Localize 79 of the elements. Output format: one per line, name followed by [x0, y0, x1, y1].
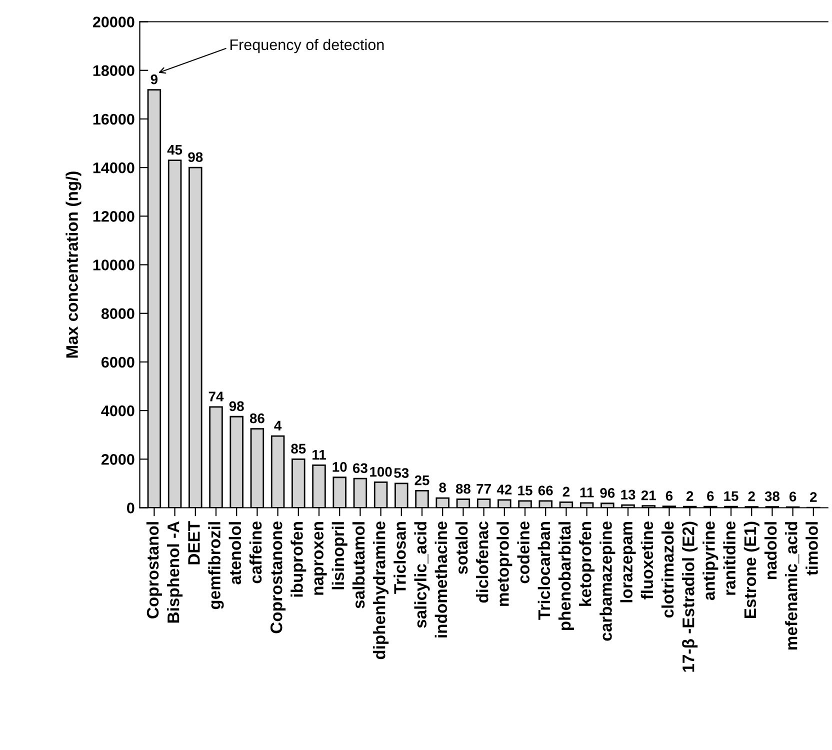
x-tick-label: salicylic_acid: [414, 522, 430, 628]
annotation: 98: [229, 401, 244, 412]
y-tick-label: 16000: [93, 114, 134, 125]
x-tick-label: sotalol: [455, 522, 468, 574]
x-tick-label: nadolol: [764, 522, 777, 580]
x-tick-label: codeine: [517, 522, 530, 584]
annotation: 6: [707, 491, 714, 502]
annotation: 13: [621, 490, 636, 500]
y-tick-label: 4000: [101, 405, 134, 416]
x-tick-label: Triclosan: [394, 522, 406, 594]
annotation: 11: [312, 450, 326, 460]
y-tick-label: 12000: [93, 211, 134, 222]
annotation: 4: [274, 420, 282, 430]
x-tick-label: metoprolol: [496, 522, 512, 606]
annotation: 21: [641, 490, 656, 500]
annotation: 2: [810, 492, 817, 502]
y-tick-label: 14000: [93, 162, 134, 174]
x-tick-label: caffeine: [249, 522, 262, 584]
y-tick-label: 18000: [93, 65, 134, 76]
annotation: 8: [439, 482, 446, 493]
annotation: 86: [250, 413, 264, 424]
annotation: 53: [394, 468, 409, 478]
y-tick-label: 10000: [93, 260, 134, 270]
y-tick-label: 20000: [92, 16, 134, 28]
x-tick-label: ketoprofen: [579, 522, 595, 606]
y-tick-label: 2000: [101, 454, 134, 465]
x-tick-label: fluoxetine: [640, 522, 654, 600]
annotation: 15: [724, 491, 738, 502]
x-tick-label: ranitidine: [723, 522, 736, 595]
x-tick-label: atenolol: [228, 522, 242, 584]
x-tick-label: salbutamol: [352, 522, 365, 608]
annotation: 42: [496, 484, 512, 494]
x-tick-label: ibuprofen: [290, 522, 306, 597]
annotation: Frequency of detection: [230, 38, 384, 54]
x-tick-label: gemfibrozil: [208, 522, 224, 610]
x-tick-label: DEET: [188, 521, 200, 564]
x-tick-label: indomethacine: [434, 522, 448, 638]
annotation: 96: [600, 488, 615, 498]
annotation: 6: [666, 490, 673, 501]
annotation: 63: [352, 463, 368, 474]
x-tick-label: Estrone (E1): [744, 522, 760, 618]
annotation: 6: [789, 492, 796, 502]
annotation: 2: [686, 491, 694, 501]
x-tick-label: lorazepam: [620, 522, 636, 602]
annotation: 74: [208, 392, 224, 402]
x-tick-label: naproxen: [314, 522, 327, 595]
annotation: 100: [370, 466, 392, 477]
annotation: 88: [456, 484, 471, 494]
annotation: 38: [764, 491, 780, 502]
x-tick-label: phenobarbital: [558, 522, 574, 630]
x-tick-label: antipyrine: [702, 522, 718, 600]
x-tick-label: clotrimazole: [661, 522, 674, 618]
annotation: 2: [748, 491, 755, 502]
annotation: 25: [414, 475, 430, 486]
x-tick-label: lisinopril: [332, 522, 348, 590]
x-tick-label: diphenhydramine: [373, 522, 389, 660]
x-tick-label: 17-β -Estradiol (E2): [682, 522, 698, 672]
x-tick-label: Triclocarban: [538, 522, 550, 620]
y-axis-title: Max concentration (ng/): [66, 172, 82, 358]
x-tick-label: carbamazepine: [600, 522, 616, 641]
x-tick-label: Coprostanol: [146, 522, 162, 618]
annotation: 77: [476, 484, 491, 494]
y-tick-label: 8000: [101, 308, 134, 320]
x-tick-label: timolol: [806, 522, 818, 576]
annotation: 2: [562, 486, 570, 496]
annotation: 85: [291, 444, 306, 454]
annotation: 45: [167, 145, 182, 155]
annotation: 10: [332, 462, 347, 472]
y-tick-label: 6000: [101, 356, 134, 368]
annotation: 11: [580, 488, 594, 498]
x-tick-label: Coprostanone: [270, 522, 286, 634]
annotation: 15: [518, 486, 532, 496]
annotation: 9: [150, 74, 158, 84]
x-tick-label: diclofenac: [476, 521, 488, 603]
x-tick-label: mefenamic_acid: [785, 522, 800, 650]
annotation: 66: [538, 486, 553, 496]
y-tick-label: 0: [127, 502, 134, 514]
x-tick-label: Bisphenol -A: [167, 521, 183, 623]
annotation: 98: [188, 152, 203, 162]
